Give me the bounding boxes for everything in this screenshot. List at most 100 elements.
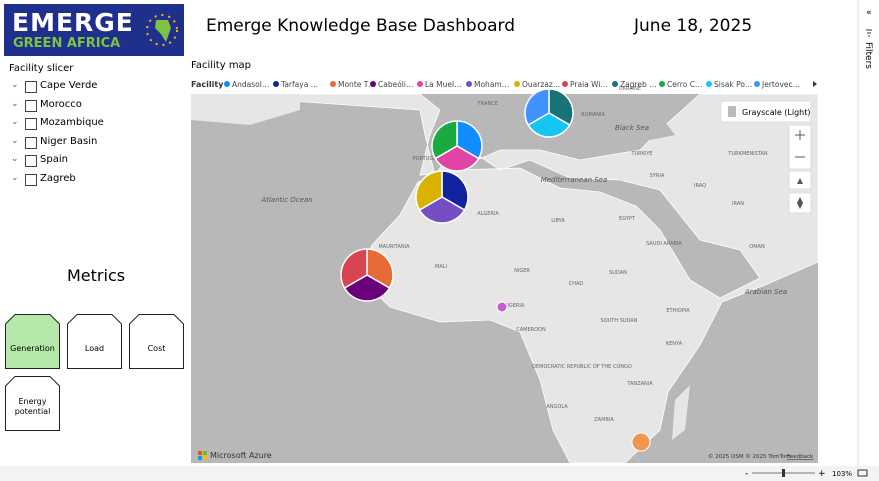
legend-label[interactable]: Monte T…: [338, 80, 376, 89]
map-label: SUDAN: [609, 270, 627, 276]
metric-button[interactable]: Load: [67, 314, 122, 369]
slicer-item[interactable]: Cape Verde: [40, 80, 98, 91]
map-label: TURKMENISTAN: [727, 151, 767, 157]
map-label: TÜRKIYE: [630, 150, 652, 157]
date: June 18, 2025: [634, 16, 753, 36]
metric-button[interactable]: Energy potential: [5, 376, 60, 431]
dashboard-title: Emerge Knowledge Base Dashboard: [206, 16, 515, 36]
map-label: MAURITANIA: [378, 244, 410, 250]
pie-slice[interactable]: [527, 112, 571, 138]
map-label: ZAMBIA: [594, 417, 614, 423]
checkbox[interactable]: [25, 136, 37, 149]
chevron[interactable]: ⌄: [11, 154, 19, 165]
map-label: MALI: [435, 264, 447, 270]
pie[interactable]: [524, 88, 574, 138]
map-label: KENYA: [666, 341, 683, 347]
feedback[interactable]: Feedback: [787, 454, 814, 460]
slicer-item[interactable]: Niger Basin: [40, 135, 98, 147]
style-button[interactable]: Grayscale (Light): [742, 108, 811, 117]
zoom-thumb[interactable]: [782, 469, 785, 477]
map-label: FRANCE: [478, 101, 498, 107]
legend-label[interactable]: Ouarzaz…: [522, 80, 560, 89]
metric-button[interactable]: Cost: [129, 314, 184, 369]
checkbox[interactable]: [25, 174, 37, 186]
legend-marker: [224, 81, 230, 87]
map-label: OMAN: [749, 244, 765, 250]
slicer-item[interactable]: Spain: [40, 154, 68, 166]
attribution: Microsoft Azure: [210, 451, 272, 460]
map-label: ANGOLA: [546, 404, 568, 410]
pie-slice[interactable]: [340, 248, 368, 290]
legend-label[interactable]: Zagreb …: [620, 80, 657, 89]
legend-label[interactable]: La Muel…: [425, 80, 462, 89]
slicer-item[interactable]: Mozambique: [40, 117, 104, 129]
chevron[interactable]: ⌄: [11, 135, 19, 146]
pie-slice[interactable]: [415, 170, 443, 212]
slicer-item[interactable]: Zagreb: [40, 173, 76, 184]
slicer-item[interactable]: Morocco: [40, 98, 82, 110]
legend-marker: [562, 81, 568, 87]
pie[interactable]: [415, 170, 469, 224]
legend-label[interactable]: Tarfaya …: [280, 80, 318, 89]
legend-marker: [659, 81, 665, 87]
legend: Andasol… Tarfaya … Monte T… Cabeóli… La Muel…: [224, 80, 800, 89]
chevron[interactable]: ⌄: [11, 80, 19, 90]
legend-label[interactable]: Jertovec…: [761, 80, 800, 89]
map-label: CHAD: [569, 281, 584, 287]
style-picker[interactable]: [720, 100, 812, 123]
pie[interactable]: [431, 120, 483, 172]
checkbox[interactable]: [25, 99, 37, 112]
legend-marker: [754, 81, 760, 87]
land: [191, 94, 300, 125]
checkbox[interactable]: [25, 155, 37, 168]
map-label: Atlantic Ocean: [260, 196, 312, 204]
map-label: ROMANIA: [581, 112, 605, 118]
pie[interactable]: [340, 248, 394, 302]
metrics-title: Metrics: [67, 266, 126, 285]
map-label: ALGERIA: [477, 211, 499, 217]
chevron[interactable]: ⌄: [11, 117, 19, 128]
legend-label[interactable]: Praia Wi…: [570, 80, 608, 89]
legend-label[interactable]: Cabeóli…: [378, 80, 413, 89]
legend-next[interactable]: [813, 81, 817, 87]
map-label: DEMOCRATIC REPUBLIC OF THE CONGO: [532, 364, 632, 370]
land: [672, 385, 690, 440]
map-label: SOUTH SUDAN: [601, 318, 638, 324]
marker[interactable]: [496, 301, 508, 313]
legend-label[interactable]: Cerro C…: [667, 80, 702, 89]
logo-icon: [146, 14, 178, 46]
zoom-out[interactable]: -: [745, 469, 748, 479]
chevron[interactable]: ⌄: [11, 98, 19, 109]
legend-label[interactable]: Sisak Po…: [714, 80, 752, 89]
map-label: UKRAINE: [619, 86, 641, 92]
legend-label[interactable]: Andasol…: [232, 80, 269, 89]
map-label: TANZANIA: [626, 381, 653, 387]
metric-button[interactable]: Generation: [5, 314, 60, 369]
map-label: PORTUGAL: [413, 156, 440, 162]
pies: [340, 88, 574, 302]
logo: EMERGE GREEN AFRICA: [4, 4, 184, 56]
zoom-in[interactable]: +: [818, 469, 826, 479]
button-label: Cost: [147, 343, 166, 353]
checkbox[interactable]: [25, 81, 37, 93]
pie-slice[interactable]: [524, 88, 550, 127]
collapse-icon[interactable]: «: [866, 8, 872, 18]
map-label: ETHIOPIA: [666, 308, 690, 314]
checkbox[interactable]: [25, 118, 37, 131]
pie-slice[interactable]: [434, 145, 480, 172]
pie-slice[interactable]: [343, 274, 391, 302]
legend-marker: [514, 81, 520, 87]
zoom-controls[interactable]: [788, 124, 812, 214]
zoom-level: 103%: [832, 470, 852, 478]
legend-marker: [466, 81, 472, 87]
marker[interactable]: [631, 432, 651, 452]
legend-label[interactable]: Moham…: [474, 80, 509, 89]
filters-title[interactable]: Filters: [863, 42, 873, 69]
map-label: LIBYA: [551, 218, 565, 224]
pie-slice[interactable]: [431, 120, 458, 160]
map-label: IRAQ: [694, 183, 706, 189]
map-label: SYRIA: [650, 173, 665, 179]
fit-page[interactable]: [857, 469, 868, 477]
pie-slice[interactable]: [418, 196, 466, 224]
chevron[interactable]: ⌄: [11, 173, 19, 183]
